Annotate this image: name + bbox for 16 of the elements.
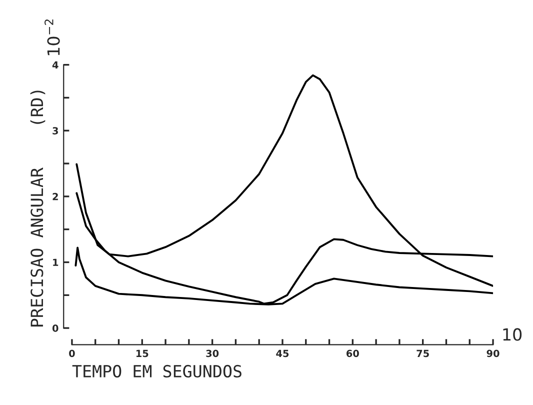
- x-axis-title: TEMPO EM SEGUNDOS: [72, 364, 242, 378]
- y-axis-title: PRECISAO ANGULAR (RD): [30, 90, 46, 326]
- y-tick-label: 1: [53, 258, 58, 266]
- x-tick-label: 75: [416, 350, 429, 358]
- text: 10$^{−2}$: [44, 20, 60, 56]
- y-tick-label: 4: [52, 61, 58, 68]
- x-tick-label: 30: [206, 350, 219, 358]
- text: 10: [503, 328, 522, 341]
- x-tick-label: 15: [136, 350, 148, 358]
- x-tick-label: 45: [276, 350, 289, 358]
- x-tick-label: 0: [69, 350, 75, 358]
- y-tick-label: 0: [52, 324, 58, 332]
- x-tick-label: 60: [346, 350, 359, 358]
- y-tick-label: 3: [52, 127, 58, 134]
- y-tick-label: 2: [52, 192, 58, 200]
- x-tick-label: 90: [486, 350, 500, 358]
